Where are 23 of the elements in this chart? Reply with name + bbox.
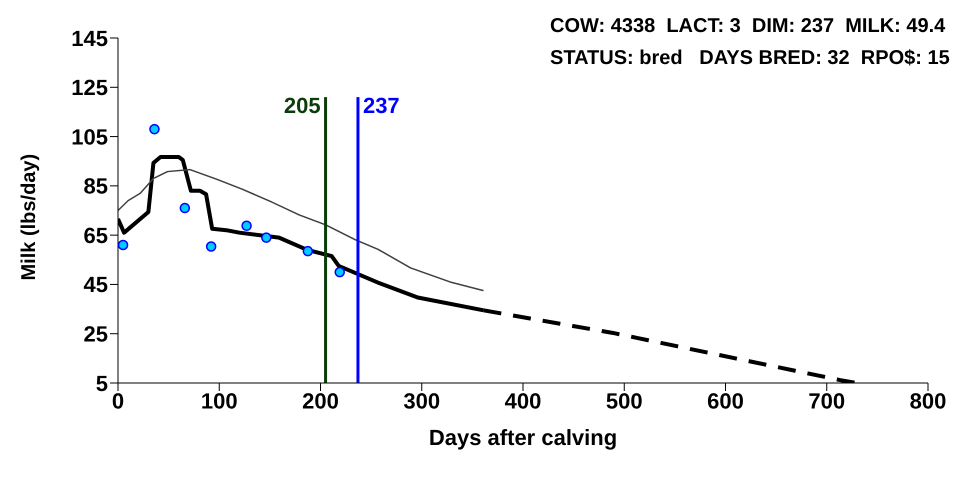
y-tick-label: 25 (84, 322, 108, 347)
x-tick-label: 600 (707, 388, 744, 414)
x-tick-label: 400 (504, 388, 542, 414)
x-axis-title: Days after calving (428, 425, 618, 450)
x-tick-label: 800 (910, 388, 946, 414)
y-tick-label: 145 (71, 26, 108, 51)
y-tick-label: 105 (71, 124, 108, 150)
annotation: STATUS: bred DAYS BRED: 32 RPO$: 15 (550, 46, 950, 71)
text: COW: 4338 LACT: 3 DIM: 237 MILK: 49.4 (550, 14, 946, 39)
y-axis-title: Milk (lbs/day) (18, 154, 40, 280)
y-tick-label: 45 (84, 272, 108, 298)
x-tick-label: 300 (403, 388, 440, 414)
x-tick-label: 500 (606, 388, 643, 414)
y-tick-label: 5 (96, 370, 108, 396)
x-tick-label: 0 (112, 388, 124, 414)
y-tick-label: 85 (84, 174, 108, 199)
x-tick-label: 700 (808, 388, 846, 414)
x-tick-label: 200 (302, 388, 339, 414)
x-tick-label: 100 (200, 388, 238, 414)
ref-line-label: 205 (284, 92, 321, 118)
ref-line-label: 237 (362, 92, 400, 118)
y-tick-label: 125 (71, 75, 108, 100)
y-tick-label: 65 (84, 222, 108, 248)
